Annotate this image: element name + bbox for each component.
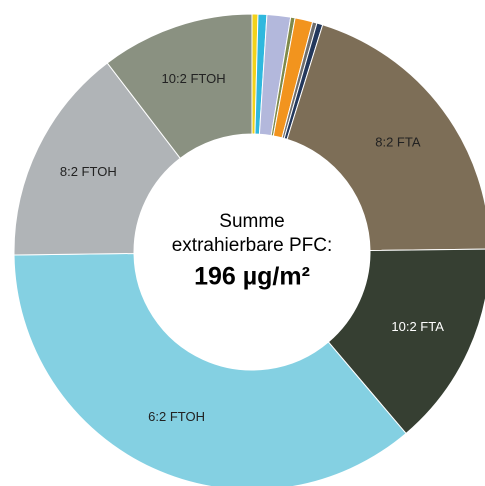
center-total: 196 µg/m² — [194, 263, 310, 291]
slice — [13, 62, 181, 256]
slice-label: 10:2 FTA — [391, 319, 444, 334]
slice — [106, 13, 253, 160]
slice — [13, 252, 407, 486]
slice-label: 6:2 FTOH — [148, 409, 205, 424]
center-line: extrahierbare PFC: — [172, 235, 333, 256]
slice — [286, 24, 485, 252]
slice-label: 8:2 FTA — [375, 135, 421, 150]
center-line: Summe — [219, 211, 284, 232]
slices — [13, 13, 485, 486]
slice-label: 8:2 FTOH — [60, 164, 117, 179]
slice-label: 10:2 FTOH — [162, 71, 226, 86]
